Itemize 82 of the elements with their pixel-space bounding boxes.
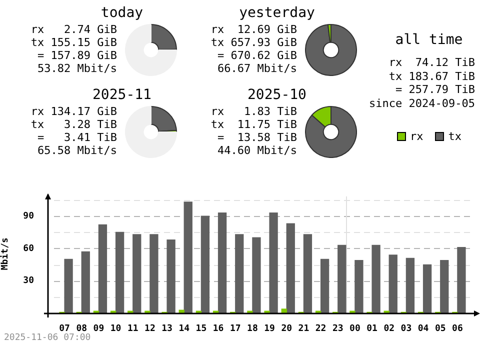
- bar: [269, 212, 278, 314]
- text: rx 12.69 GiB: [210, 23, 297, 36]
- x-tick-label: 04: [418, 324, 430, 334]
- x-tick-label: 11: [127, 324, 138, 334]
- chart-title: 2025-11: [91, 87, 152, 103]
- bar: [338, 244, 346, 314]
- bar: [178, 310, 184, 314]
- chart-title: 2025-10: [246, 87, 308, 103]
- text: rx 2.74 GiB: [30, 23, 117, 36]
- y-tick-label: 30: [23, 276, 34, 286]
- legend-label: tx: [448, 130, 462, 143]
- bar: [235, 234, 244, 314]
- x-tick-label: 23: [332, 324, 344, 334]
- x-tick-label: 09: [93, 324, 104, 334]
- x-tick-label: 03: [400, 324, 412, 334]
- text: tx 11.75 TiB: [210, 118, 297, 131]
- x-tick-label: 16: [212, 324, 224, 334]
- x-tick-label: 17: [230, 324, 241, 334]
- bar: [64, 258, 73, 314]
- bar: [218, 212, 227, 314]
- text: rx 1.83 TiB: [210, 105, 297, 118]
- bar: [150, 234, 158, 314]
- bar: [372, 244, 380, 314]
- text: 44.60 Mbit/s: [216, 144, 297, 157]
- text: tx 155.15 GiB: [30, 36, 117, 49]
- text: = 670.62 GiB: [216, 49, 297, 62]
- y-tick-label: 90: [23, 211, 34, 222]
- x-tick-label: 02: [384, 324, 395, 334]
- text: tx 3.28 TiB: [30, 118, 117, 131]
- x-tick-label: 01: [366, 324, 378, 334]
- bar: [166, 239, 176, 314]
- text: 2025-11-06 07:00: [4, 333, 91, 343]
- x-tick-label: 14: [178, 324, 190, 334]
- x-tick-label: 22: [315, 324, 326, 334]
- text: rx 74.12 TiB: [388, 56, 475, 70]
- text: tx 657.93 GiB: [210, 36, 297, 49]
- chart-title: yesterday: [238, 5, 316, 21]
- chart-title: today: [100, 5, 144, 21]
- bar: [98, 224, 108, 314]
- text: rx 134.17 GiB: [30, 105, 117, 118]
- legend-label: rx: [410, 130, 424, 143]
- text: = 257.79 TiB: [394, 83, 475, 96]
- text: 53.82 Mbit/s: [36, 62, 117, 75]
- x-tick-label: 05: [434, 324, 446, 334]
- bar: [81, 251, 90, 314]
- bar: [200, 216, 210, 314]
- y-tick-label: 60: [23, 244, 34, 254]
- bar: [422, 264, 432, 314]
- x-tick-label: 00: [350, 324, 360, 334]
- x-tick-label: 19: [264, 324, 275, 334]
- text: 65.58 Mbit/s: [36, 144, 117, 157]
- bar: [320, 258, 330, 314]
- bar: [406, 258, 415, 314]
- x-tick-label: 12: [144, 324, 156, 334]
- text: all time: [394, 32, 464, 48]
- x-tick-label: 07: [59, 324, 70, 334]
- bar: [388, 254, 398, 314]
- x-tick-label: 10: [110, 324, 122, 334]
- bar: [303, 234, 312, 314]
- text: tx 183.67 TiB: [388, 70, 475, 83]
- bar: [252, 237, 261, 314]
- bar: [354, 260, 364, 314]
- bar: [457, 247, 466, 314]
- x-tick-label: 20: [281, 324, 292, 334]
- text: since 2024-09-05: [368, 96, 475, 110]
- text: 66.67 Mbit/s: [216, 62, 297, 75]
- bar: [281, 308, 287, 314]
- bar: [115, 232, 124, 314]
- text: = 13.58 TiB: [216, 131, 297, 144]
- bar: [440, 260, 449, 314]
- y-axis-title: Mbit/s: [0, 238, 11, 270]
- x-tick-label: 06: [452, 324, 463, 334]
- x-tick-label: 08: [76, 324, 88, 334]
- x-tick-label: 18: [247, 324, 258, 334]
- bar: [184, 202, 192, 314]
- x-tick-label: 15: [196, 324, 207, 334]
- bar: [286, 223, 295, 314]
- text: = 3.41 TiB: [36, 131, 117, 144]
- x-tick-label: 13: [162, 324, 172, 334]
- text: = 157.89 GiB: [36, 49, 117, 62]
- bar: [132, 234, 142, 314]
- x-tick-label: 21: [298, 324, 310, 334]
